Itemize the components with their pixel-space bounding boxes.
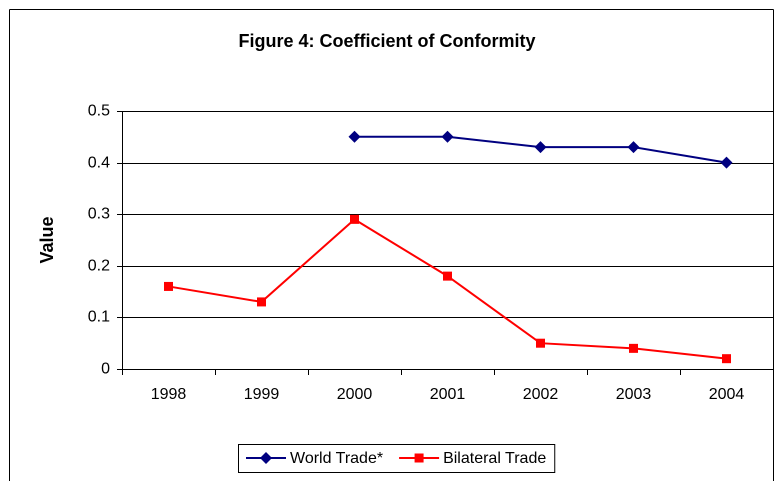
legend-label: Bilateral Trade: [443, 450, 546, 467]
data-point: [629, 343, 638, 353]
x-tick-label: 2003: [616, 386, 652, 403]
data-point: [441, 130, 454, 143]
data-point: [720, 156, 733, 169]
legend-label: World Trade*: [290, 450, 383, 467]
data-point: [627, 141, 640, 154]
x-tick-label: 1999: [244, 386, 280, 403]
data-point: [534, 141, 547, 154]
y-tick-label: 0.2: [88, 258, 110, 275]
y-tick-label: 0.5: [88, 103, 110, 120]
legend: [238, 444, 556, 473]
data-point: [536, 338, 545, 348]
x-tick-label: 1998: [151, 386, 187, 403]
x-tick-label: 2002: [523, 386, 559, 403]
data-point: [164, 281, 173, 291]
x-tick-label: 2000: [337, 386, 373, 403]
data-point: [443, 271, 452, 281]
data-point: [257, 297, 266, 307]
series-line: [168, 218, 727, 360]
y-tick-label: 0.4: [88, 155, 110, 172]
legend-marker: [414, 453, 424, 463]
legend-marker: [260, 452, 272, 464]
chart-title: Figure 4: Coefficient of Conformity: [239, 31, 536, 51]
data-point: [722, 354, 731, 364]
y-axis-label: Value: [37, 216, 57, 263]
x-tick-label: 2001: [430, 386, 466, 403]
data-point: [348, 130, 361, 143]
data-point: [350, 214, 359, 224]
y-tick-label: 0.1: [88, 309, 110, 326]
y-tick-label: 0: [101, 361, 110, 378]
y-tick-label: 0.3: [88, 206, 110, 223]
x-tick-label: 2004: [709, 386, 745, 403]
